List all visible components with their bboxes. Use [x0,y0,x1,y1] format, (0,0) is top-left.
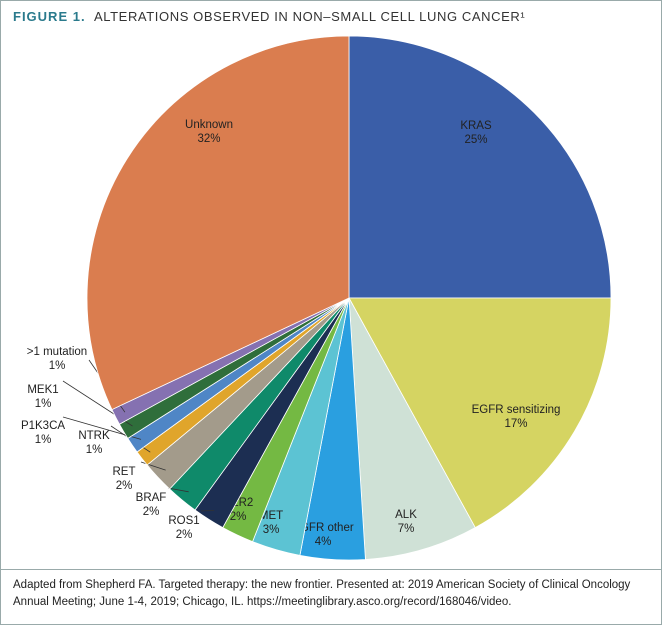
slice-label: KRAS [460,120,492,132]
slice-label: BRAF [136,492,167,504]
slice-label: NTRK [78,430,110,442]
slice-label: RET [113,466,136,478]
slice-label: MEK1 [27,384,58,396]
value-label: 2% [116,480,133,492]
value-label: 1% [35,434,52,446]
slice-label: ROS1 [168,515,199,527]
value-label: 1% [49,360,66,372]
value-label: 4% [315,536,332,548]
slice-label: MET [259,510,283,522]
value-label: 17% [504,418,527,430]
slice-label: EGFR sensitizing [472,404,561,416]
pie-slice [348,35,612,299]
chart-title: ALTERATIONS OBSERVED IN NON–SMALL CELL L… [94,9,525,24]
divider [1,569,661,570]
slice-label: EGFR other [292,522,354,534]
leader-line [200,509,215,512]
value-label: 2% [176,529,193,541]
value-label: 1% [35,398,52,410]
pie-slice [348,297,612,529]
leader-line [140,461,166,471]
pie-slice [86,35,350,411]
pie-slice [348,297,476,560]
slice-label: ALK [395,509,417,521]
value-label: 1% [86,444,103,456]
leader-line [167,487,189,493]
value-label: 7% [398,523,415,535]
slice-label: Unknown [185,119,233,131]
slice-label: P1K3CA [21,420,65,432]
value-label: 3% [263,524,280,536]
value-label: 32% [197,133,220,145]
source-note: Adapted from Shepherd FA. Targeted thera… [13,579,631,608]
chart: FIGURE 1. ALTERATIONS OBSERVED IN NON–SM… [13,9,612,561]
slice-label: >1 mutation [27,346,87,358]
value-label: 2% [143,506,160,518]
value-label: 2% [230,511,247,523]
figure-label: FIGURE 1. [13,9,86,24]
value-label: 25% [464,134,487,146]
